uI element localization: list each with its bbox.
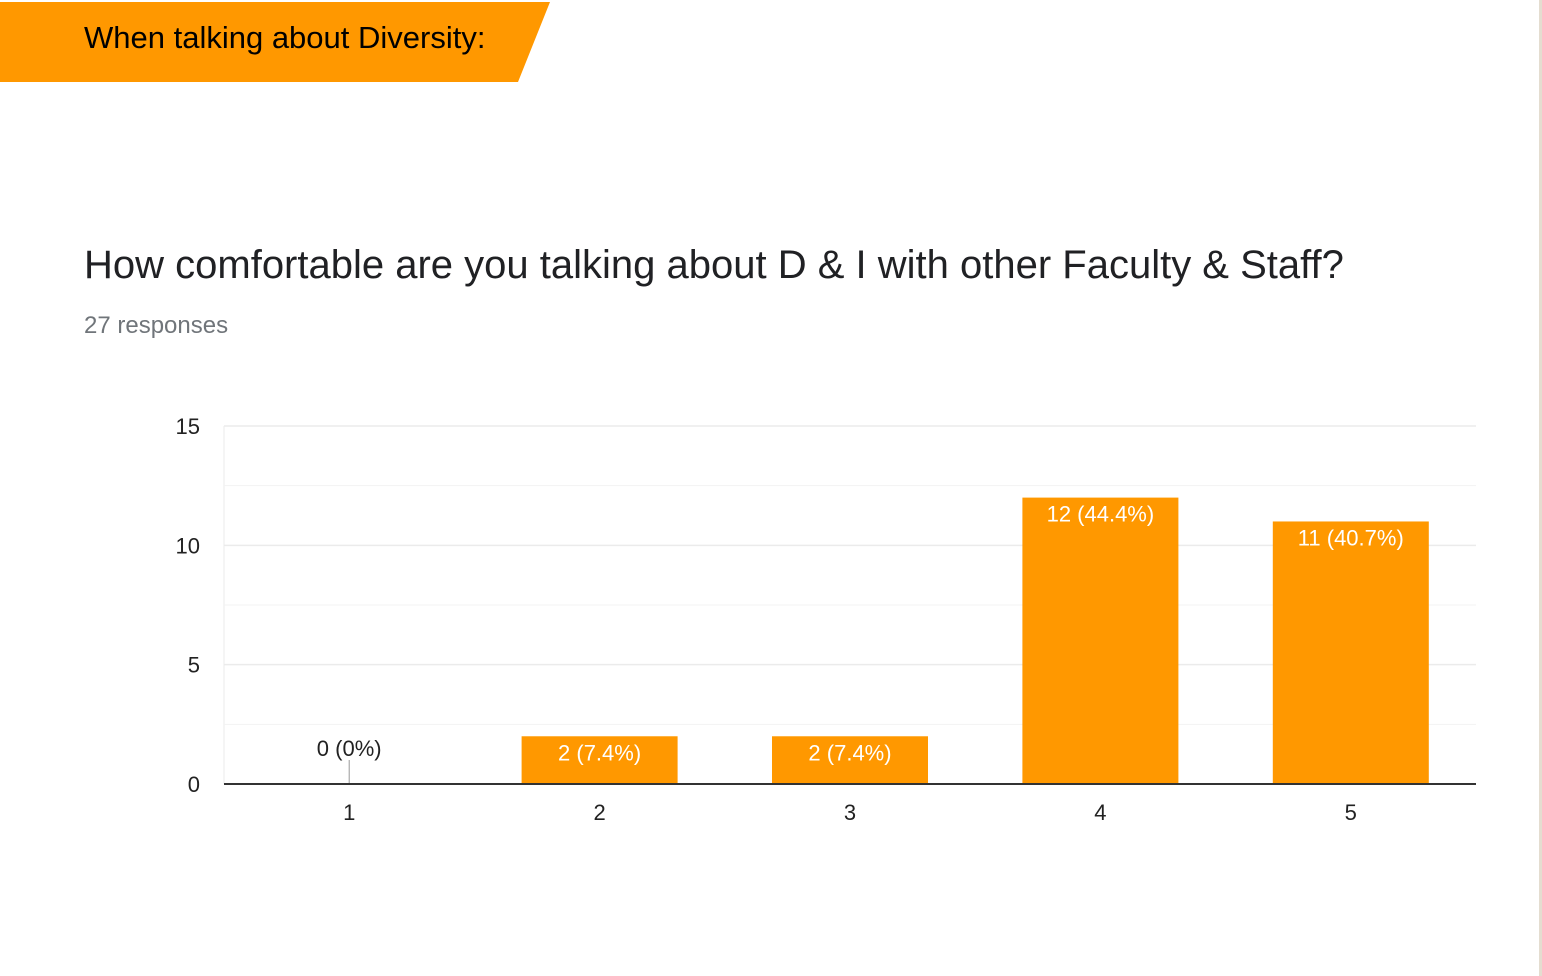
bar-data-label: 0 (0%) [317, 736, 382, 761]
y-tick-label: 0 [188, 772, 200, 797]
bar-data-label: 2 (7.4%) [808, 740, 891, 765]
bar-data-label: 11 (40.7%) [1298, 525, 1404, 550]
bar [772, 736, 928, 784]
section-banner: When talking about Diversity: [0, 0, 560, 84]
section-title: When talking about Diversity: [84, 20, 486, 55]
question-title: How comfortable are you talking about D … [84, 243, 1344, 287]
y-tick-label: 5 [188, 653, 200, 678]
y-tick-label: 15 [176, 414, 200, 439]
bar-data-label: 2 (7.4%) [558, 740, 641, 765]
x-tick-label: 1 [343, 800, 355, 825]
x-tick-label: 2 [593, 800, 605, 825]
y-tick-label: 10 [176, 533, 200, 558]
page-right-border [1539, 0, 1542, 976]
bar [521, 736, 678, 784]
response-count: 27 responses [84, 312, 229, 339]
x-tick-label: 5 [1345, 800, 1357, 825]
bar [1272, 521, 1429, 784]
x-tick-label: 3 [844, 800, 856, 825]
x-tick-label: 4 [1094, 800, 1106, 825]
bar-chart-svg: 0 5 10 15 0 (0%) 1 2 (7.4%) 2 2 (7.4%) 3 12 (44.4%… [176, 414, 1476, 825]
bar-data-label: 12 (44.4%) [1047, 502, 1155, 527]
bar [1022, 497, 1179, 784]
section-banner-shape [0, 2, 550, 82]
bar-chart: 0 5 10 15 0 (0%) 1 2 (7.4%) 2 2 (7.4%) 3 12 (44.4%… [0, 380, 1542, 850]
